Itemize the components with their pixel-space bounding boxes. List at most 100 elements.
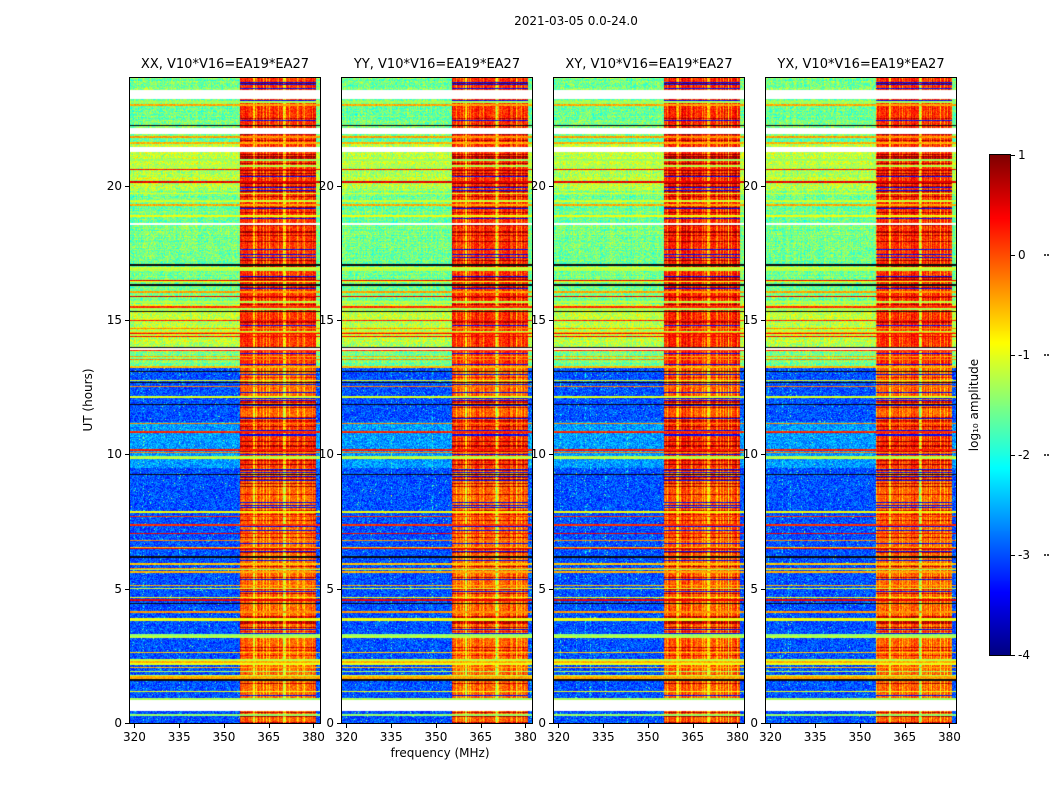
x-tick-label: 335: [591, 730, 615, 744]
colorbar-tick-label: 0: [1018, 248, 1026, 262]
y-tick: [125, 723, 129, 724]
colorbar-tick: [1011, 155, 1015, 156]
x-tick-label: 350: [848, 730, 872, 744]
y-tick: [549, 588, 553, 590]
x-tick-label: 320: [547, 730, 570, 744]
figure-title: 2021-03-05 0.0-24.0: [514, 14, 638, 28]
y-tick: [337, 185, 341, 187]
x-tick-label: 365: [469, 730, 493, 744]
colorbar-label: log₁₀ amplitude: [967, 358, 981, 452]
colorbar-tick-label: -1: [1018, 348, 1030, 362]
x-tick: [480, 724, 482, 728]
x-tick: [737, 724, 739, 728]
y-tick-label: 10: [318, 447, 334, 462]
x-tick: [647, 724, 649, 728]
panel-xy-title: XY, V10*V16=EA19*EA27: [565, 57, 733, 72]
y-tick-label: 15: [742, 312, 758, 327]
colorbar-minor-dash: [1044, 254, 1050, 256]
x-tick: [268, 724, 270, 728]
colorbar-tick-label: -2: [1018, 448, 1030, 462]
y-tick: [337, 723, 341, 724]
y-tick-label: 15: [530, 312, 546, 327]
x-tick: [435, 724, 437, 728]
y-tick-label: 0: [538, 716, 546, 730]
y-axis-label: UT (hours): [81, 368, 95, 432]
y-tick-label: 20: [530, 178, 546, 193]
x-tick: [313, 724, 315, 728]
y-tick-label: 20: [106, 178, 122, 193]
colorbar-gradient: [989, 154, 1011, 656]
y-tick: [549, 723, 553, 724]
y-tick: [761, 723, 765, 724]
x-tick-label: 380: [937, 730, 961, 744]
panel-xy: XY, V10*V16=EA19*EA27: [553, 57, 745, 724]
y-tick: [761, 319, 765, 321]
y-tick-label: 10: [742, 447, 758, 462]
x-tick-label: 350: [424, 730, 448, 744]
x-axis-label: frequency (MHz): [390, 746, 490, 760]
x-tick-label: 335: [379, 730, 403, 744]
x-tick: [179, 724, 181, 728]
y-tick-label: 20: [742, 178, 758, 193]
colorbar-tick: [1011, 555, 1015, 556]
colorbar-minor-dash: [1044, 554, 1050, 556]
x-tick-label: 335: [803, 730, 827, 744]
y-tick: [337, 454, 341, 456]
x-tick-label: 350: [636, 730, 660, 744]
panel-xx-title: XX, V10*V16=EA19*EA27: [140, 57, 310, 72]
x-tick: [770, 724, 772, 728]
x-tick: [692, 724, 694, 728]
x-tick-label: 320: [123, 730, 146, 744]
x-tick: [558, 724, 560, 728]
x-tick-label: 350: [212, 730, 236, 744]
y-tick: [125, 588, 129, 590]
x-tick-label: 380: [513, 730, 537, 744]
y-tick: [549, 454, 553, 456]
colorbar-minor-dash: [1044, 354, 1050, 356]
x-tick: [346, 724, 348, 728]
y-tick: [125, 319, 129, 321]
y-tick: [337, 319, 341, 321]
y-tick-label: 10: [106, 447, 122, 462]
y-tick: [549, 319, 553, 321]
y-tick-label: 0: [750, 716, 758, 730]
x-tick: [904, 724, 906, 728]
x-tick: [223, 724, 225, 728]
panel-yx: YX, V10*V16=EA19*EA27: [765, 57, 957, 724]
colorbar-tick: [1011, 455, 1015, 456]
x-tick-label: 320: [759, 730, 782, 744]
x-tick-label: 365: [257, 730, 281, 744]
y-tick-label: 5: [326, 581, 334, 596]
y-tick-label: 5: [750, 581, 758, 596]
x-tick: [859, 724, 861, 728]
colorbar-tick-label: 1: [1018, 148, 1026, 162]
spectrogram-yx: [765, 77, 957, 724]
spectrogram-xy: [553, 77, 745, 724]
y-tick-label: 0: [326, 716, 334, 730]
y-tick-label: 10: [530, 447, 546, 462]
y-tick: [549, 185, 553, 187]
colorbar-tick-label: -3: [1018, 548, 1030, 562]
y-tick: [761, 588, 765, 590]
colorbar: [989, 154, 1011, 656]
colorbar-tick: [1011, 355, 1015, 356]
x-tick-label: 335: [167, 730, 191, 744]
panel-yy: YY, V10*V16=EA19*EA27: [341, 57, 533, 724]
y-tick: [337, 588, 341, 590]
y-tick: [761, 454, 765, 456]
x-tick: [949, 724, 951, 728]
y-tick-label: 15: [106, 312, 122, 327]
spectrogram-xx: [129, 77, 321, 724]
x-tick-label: 365: [681, 730, 705, 744]
x-tick: [815, 724, 817, 728]
panel-xx: XX, V10*V16=EA19*EA27: [129, 57, 321, 724]
y-tick: [761, 185, 765, 187]
x-tick-label: 365: [893, 730, 917, 744]
x-tick: [525, 724, 527, 728]
panel-yy-title: YY, V10*V16=EA19*EA27: [353, 57, 521, 72]
y-tick-label: 5: [114, 581, 122, 596]
colorbar-tick: [1011, 255, 1015, 256]
colorbar-minor-dash: [1044, 454, 1050, 456]
x-tick: [134, 724, 136, 728]
